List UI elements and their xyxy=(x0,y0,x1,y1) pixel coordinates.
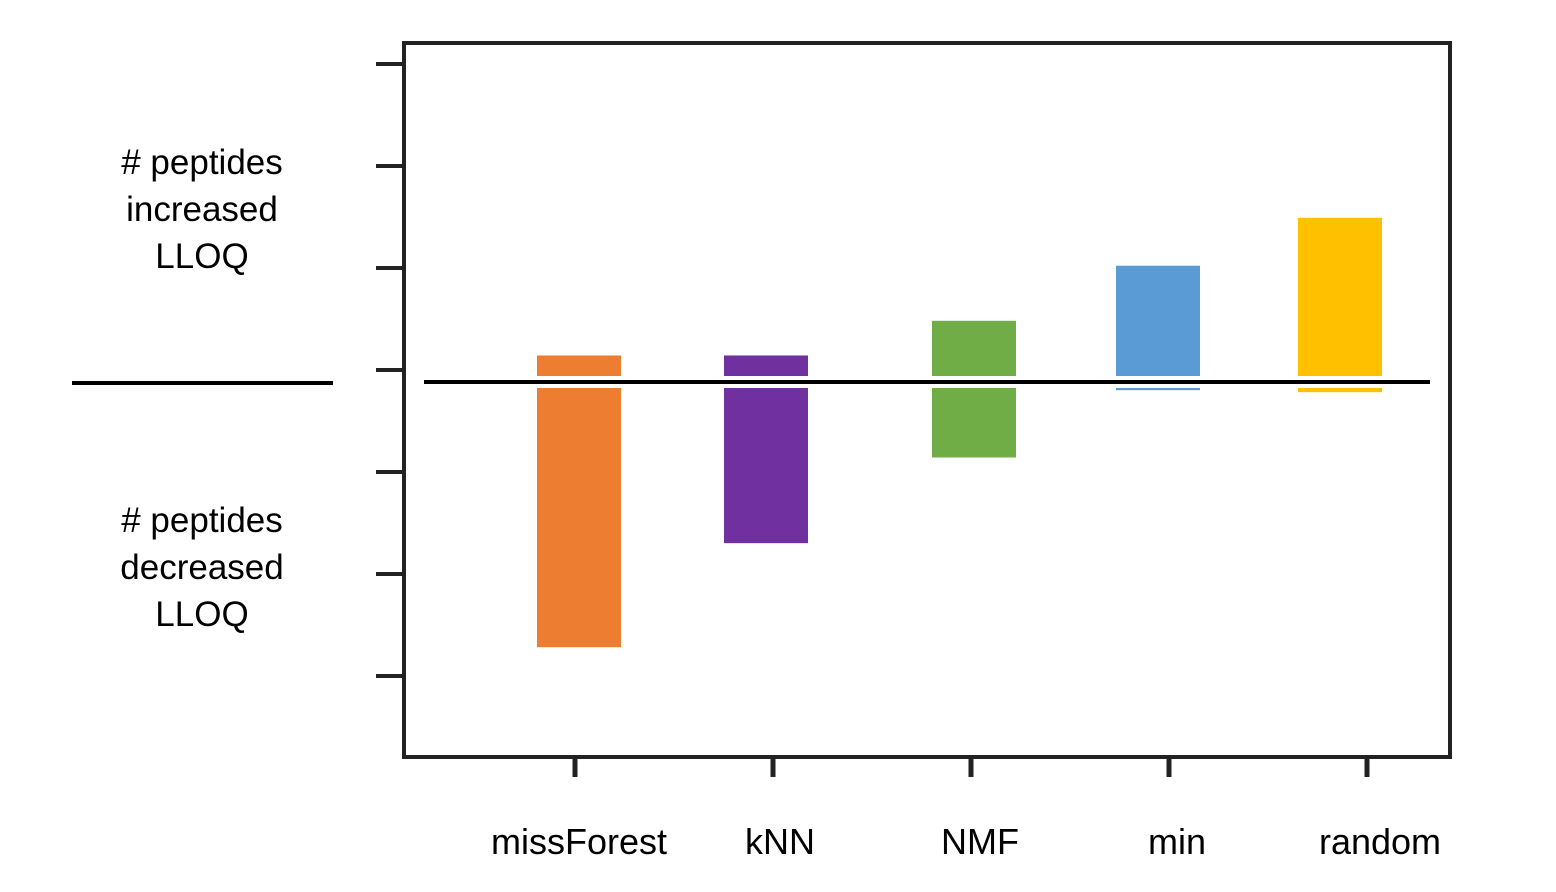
bar-increased-knn xyxy=(724,355,808,376)
bar-decreased-missforest xyxy=(537,388,621,648)
bar-decreased-nmf xyxy=(932,388,1016,458)
increased-label-line-2: increased xyxy=(126,190,278,229)
decreased-label-line-2: decreased xyxy=(120,548,284,587)
decreased-lloq-label: # peptides decreased LLOQ xyxy=(72,497,332,638)
bars xyxy=(537,217,1382,648)
x-axis-labels: missForest kNN NMF min random xyxy=(491,821,1441,862)
x-label-min: min xyxy=(1148,821,1206,862)
bar-decreased-min xyxy=(1116,388,1200,391)
increased-label-line-1: # peptides xyxy=(121,143,283,182)
x-label-knn: kNN xyxy=(745,821,815,862)
increased-label-line-3: LLOQ xyxy=(155,237,249,276)
bar-decreased-knn xyxy=(724,388,808,544)
bar-increased-nmf xyxy=(932,320,1016,376)
bar-decreased-random xyxy=(1298,388,1382,393)
bar-increased-random xyxy=(1298,217,1382,376)
increased-lloq-label: # peptides increased LLOQ xyxy=(72,139,332,280)
x-axis-ticks xyxy=(572,757,1370,777)
x-label-missforest: missForest xyxy=(491,821,667,862)
x-label-random: random xyxy=(1319,821,1441,862)
bar-increased-min xyxy=(1116,265,1200,376)
decreased-label-line-1: # peptides xyxy=(121,501,283,540)
y-axis-ticks xyxy=(376,62,404,678)
decreased-label-line-3: LLOQ xyxy=(155,595,249,634)
plot-frame xyxy=(402,41,1452,759)
bar-increased-missforest xyxy=(537,355,621,376)
side-divider-line xyxy=(72,381,333,385)
x-label-nmf: NMF xyxy=(941,821,1019,862)
